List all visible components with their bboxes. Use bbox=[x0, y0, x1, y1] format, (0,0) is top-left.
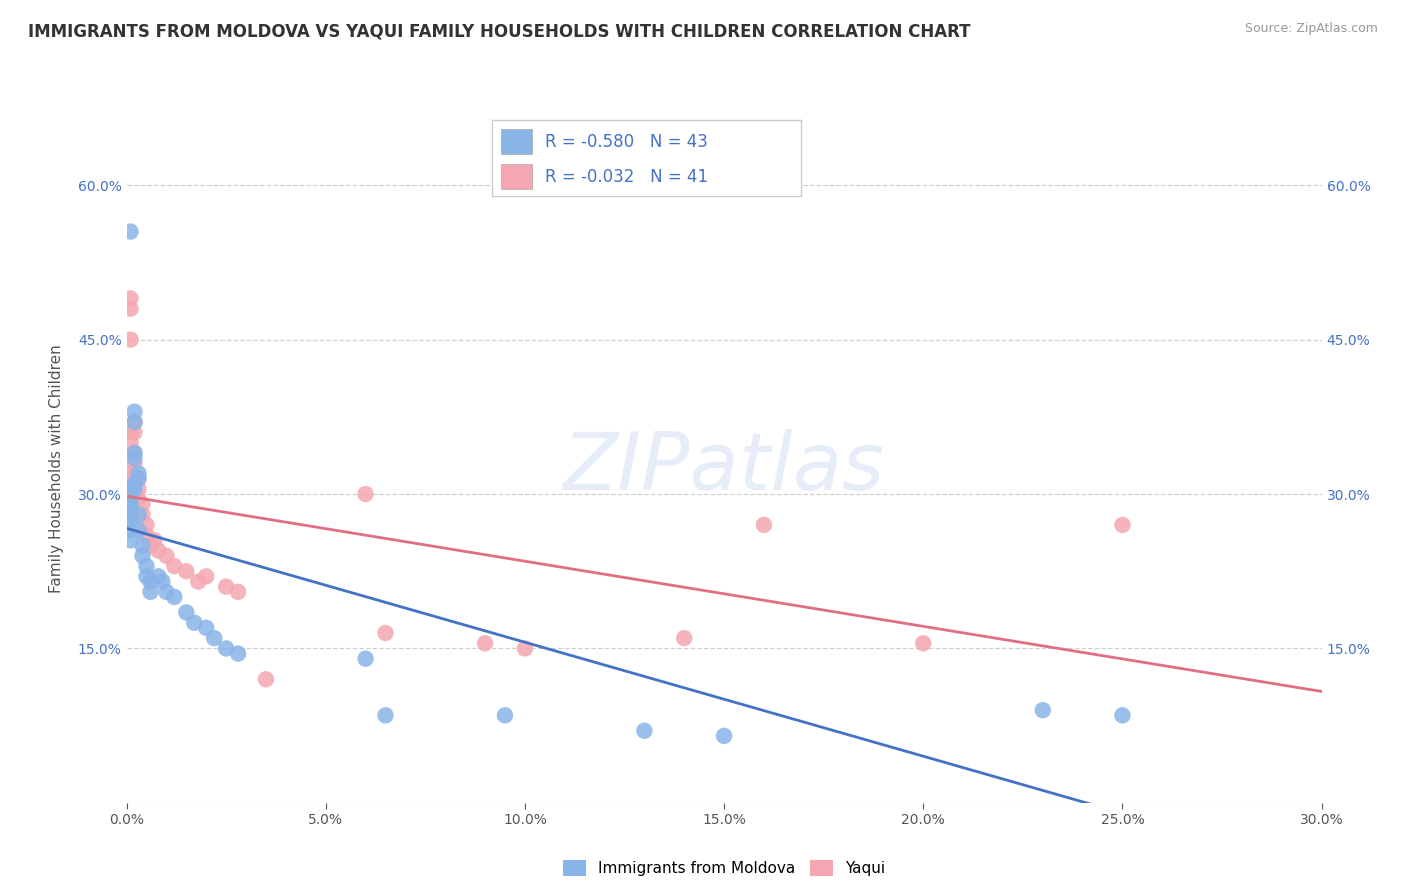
Text: Source: ZipAtlas.com: Source: ZipAtlas.com bbox=[1244, 22, 1378, 36]
Point bbox=[124, 450, 146, 465]
Point bbox=[120, 333, 142, 347]
Point bbox=[912, 636, 935, 650]
Point bbox=[713, 729, 735, 743]
Point bbox=[163, 559, 186, 574]
Point bbox=[127, 482, 149, 496]
Point bbox=[127, 472, 149, 486]
Point bbox=[195, 569, 218, 583]
Point bbox=[195, 621, 218, 635]
Point bbox=[174, 564, 197, 578]
Point bbox=[139, 539, 162, 553]
Point bbox=[124, 405, 146, 419]
Point bbox=[120, 225, 142, 239]
Point bbox=[120, 435, 142, 450]
Point bbox=[120, 487, 142, 501]
Point bbox=[673, 631, 696, 645]
Point bbox=[124, 476, 146, 491]
Point bbox=[120, 472, 142, 486]
Point bbox=[127, 467, 149, 481]
Point bbox=[127, 492, 149, 507]
Point bbox=[135, 517, 157, 532]
Point bbox=[120, 502, 142, 516]
Point bbox=[124, 415, 146, 429]
Point bbox=[127, 508, 149, 522]
Point bbox=[374, 626, 396, 640]
Text: R = -0.032   N = 41: R = -0.032 N = 41 bbox=[544, 168, 707, 186]
Point bbox=[127, 472, 149, 486]
FancyBboxPatch shape bbox=[502, 128, 533, 153]
Point bbox=[135, 528, 157, 542]
Y-axis label: Family Households with Children: Family Households with Children bbox=[49, 344, 63, 592]
Point bbox=[120, 487, 142, 501]
Point bbox=[120, 467, 142, 481]
Point bbox=[354, 487, 377, 501]
Point bbox=[226, 647, 249, 661]
Point bbox=[183, 615, 205, 630]
Point bbox=[215, 641, 238, 656]
Point bbox=[1111, 517, 1133, 532]
Point bbox=[120, 497, 142, 511]
Point bbox=[1111, 708, 1133, 723]
Text: R = -0.580   N = 43: R = -0.580 N = 43 bbox=[544, 133, 707, 151]
Point bbox=[155, 584, 177, 599]
Point bbox=[148, 543, 170, 558]
Point bbox=[120, 482, 142, 496]
Point bbox=[474, 636, 496, 650]
Point bbox=[226, 584, 249, 599]
Point bbox=[120, 492, 142, 507]
Point bbox=[120, 513, 142, 527]
Point bbox=[513, 641, 536, 656]
Point bbox=[124, 415, 146, 429]
Point bbox=[633, 723, 655, 738]
Text: ZIPatlas: ZIPatlas bbox=[562, 429, 886, 508]
FancyBboxPatch shape bbox=[502, 163, 533, 189]
Point bbox=[215, 580, 238, 594]
Point bbox=[752, 517, 775, 532]
Point bbox=[124, 456, 146, 470]
Point bbox=[139, 584, 162, 599]
Point bbox=[135, 569, 157, 583]
Point bbox=[163, 590, 186, 604]
Point bbox=[202, 631, 225, 645]
Point bbox=[120, 508, 142, 522]
Point bbox=[143, 533, 166, 548]
Point bbox=[120, 523, 142, 537]
Point bbox=[120, 533, 142, 548]
Point bbox=[148, 569, 170, 583]
Point bbox=[124, 482, 146, 496]
Point bbox=[139, 574, 162, 589]
Legend: Immigrants from Moldova, Yaqui: Immigrants from Moldova, Yaqui bbox=[557, 854, 891, 882]
Point bbox=[374, 708, 396, 723]
Point bbox=[155, 549, 177, 563]
Point bbox=[131, 508, 153, 522]
Point bbox=[1032, 703, 1054, 717]
Point bbox=[120, 479, 142, 493]
Point bbox=[131, 549, 153, 563]
Point bbox=[124, 446, 146, 460]
Point bbox=[174, 606, 197, 620]
Point bbox=[120, 508, 142, 522]
Point bbox=[354, 651, 377, 665]
Point bbox=[120, 292, 142, 306]
Point bbox=[127, 523, 149, 537]
Point bbox=[120, 425, 142, 440]
Point bbox=[131, 539, 153, 553]
Point bbox=[135, 559, 157, 574]
Point bbox=[124, 446, 146, 460]
Point bbox=[187, 574, 209, 589]
Point bbox=[254, 673, 277, 687]
Point bbox=[131, 497, 153, 511]
Point bbox=[120, 497, 142, 511]
Point bbox=[120, 301, 142, 316]
Text: IMMIGRANTS FROM MOLDOVA VS YAQUI FAMILY HOUSEHOLDS WITH CHILDREN CORRELATION CHA: IMMIGRANTS FROM MOLDOVA VS YAQUI FAMILY … bbox=[28, 22, 970, 40]
Point bbox=[150, 574, 174, 589]
Point bbox=[494, 708, 516, 723]
Point bbox=[124, 425, 146, 440]
